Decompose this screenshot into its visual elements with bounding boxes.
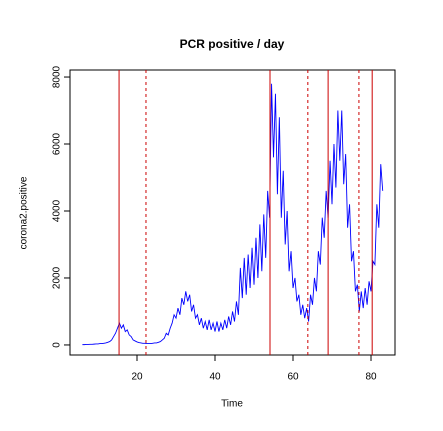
y-tick-label: 0 <box>52 342 63 348</box>
y-tick-label: 4000 <box>52 199 63 222</box>
x-tick-label: 40 <box>209 372 221 383</box>
y-tick-label: 6000 <box>52 132 63 155</box>
x-tick-label: 80 <box>365 372 377 383</box>
y-tick-label: 8000 <box>52 65 63 88</box>
y-axis-label: corona2.positive <box>19 176 30 249</box>
y-tick-label: 2000 <box>52 266 63 289</box>
x-tick-label: 60 <box>287 372 299 383</box>
x-axis-label: Time <box>221 399 243 410</box>
x-tick-label: 20 <box>131 372 143 383</box>
data-line <box>82 83 384 346</box>
plot-frame <box>69 69 396 356</box>
chart-title: PCR positive / day <box>180 37 285 51</box>
